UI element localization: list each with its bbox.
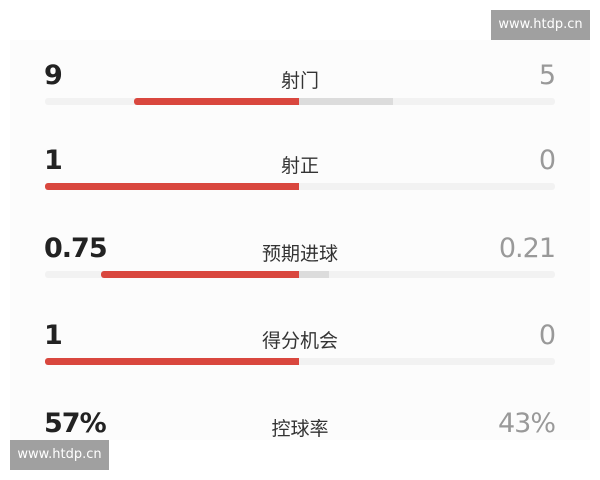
stat-bar-track xyxy=(45,98,555,105)
away-bar xyxy=(299,98,393,105)
stat-row: 1 射正 0 xyxy=(0,145,600,205)
away-value: 0.21 xyxy=(498,233,556,264)
match-stats-card xyxy=(10,40,590,440)
home-value: 1 xyxy=(44,145,63,176)
watermark-bottom: www.htdp.cn xyxy=(10,440,109,470)
stat-row: 1 得分机会 0 xyxy=(0,320,600,380)
stat-bar-track xyxy=(45,183,555,190)
stat-row: 9 射门 5 xyxy=(0,60,600,120)
home-value: 1 xyxy=(44,320,63,351)
away-value: 43% xyxy=(497,408,556,439)
home-bar xyxy=(45,183,299,190)
stat-row: 57% 控球率 43% xyxy=(0,408,600,468)
home-bar xyxy=(133,98,299,105)
home-value: 57% xyxy=(44,408,107,439)
home-bar xyxy=(45,358,299,365)
stat-row: 0.75 预期进球 0.21 xyxy=(0,233,600,293)
stat-label: 射正 xyxy=(280,155,319,177)
away-value: 0 xyxy=(538,320,556,351)
stat-label: 控球率 xyxy=(271,418,329,440)
stat-bar-track xyxy=(45,271,555,278)
stat-label: 得分机会 xyxy=(261,330,338,352)
home-value: 0.75 xyxy=(44,233,108,264)
stat-label: 预期进球 xyxy=(261,243,338,265)
home-bar xyxy=(100,271,299,278)
away-value: 5 xyxy=(538,60,556,91)
away-value: 0 xyxy=(538,145,556,176)
away-bar xyxy=(299,271,330,278)
stat-label: 射门 xyxy=(280,70,319,92)
stat-bar-track xyxy=(45,358,555,365)
home-value: 9 xyxy=(44,60,63,91)
watermark-top: www.htdp.cn xyxy=(491,10,590,40)
